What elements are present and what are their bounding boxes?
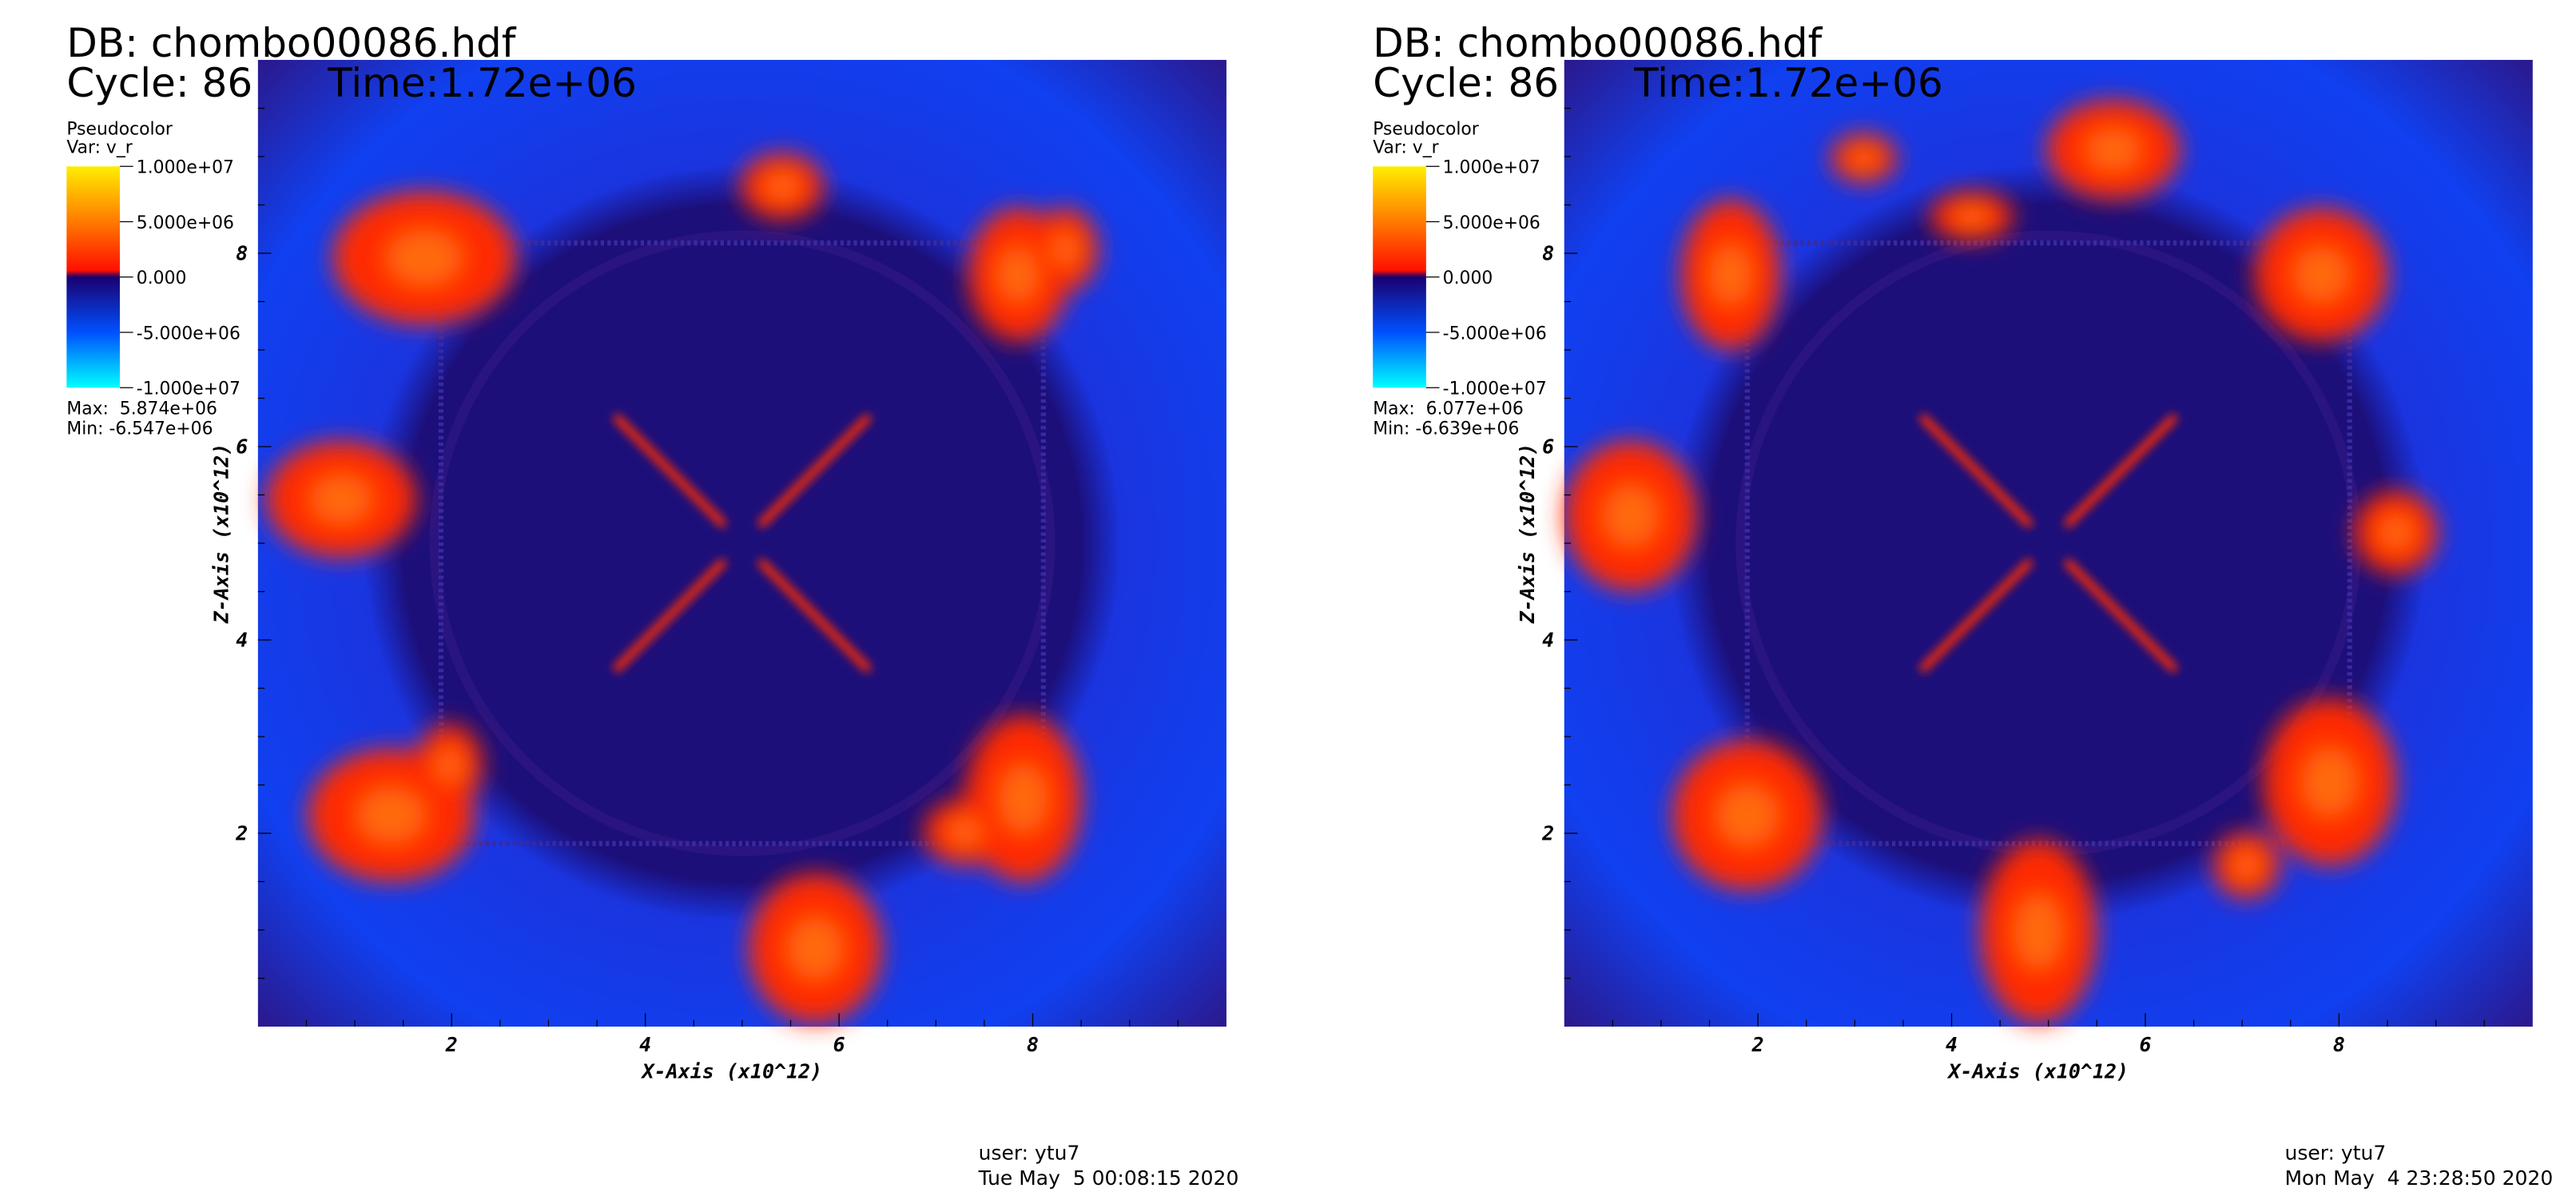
x-tick-label: 4: [1946, 1033, 1958, 1056]
colorbar-label: -1.000e+07: [1443, 379, 1547, 399]
x-tick-label: 4: [639, 1033, 651, 1056]
jet: [613, 558, 727, 673]
colorbar-label: 5.000e+06: [1443, 213, 1540, 233]
hot-core: [1717, 785, 1778, 845]
legend-plot: Pseudocolor: [66, 120, 173, 140]
hot-core: [388, 231, 461, 285]
hot-core: [948, 818, 982, 845]
hot-core: [998, 248, 1039, 301]
legend-plot: Pseudocolor: [1373, 120, 1479, 140]
x-axis-title: X-Axis (x10^12): [641, 1060, 823, 1083]
jet: [757, 414, 872, 528]
x-tick-label: 2: [1751, 1033, 1764, 1056]
y-axis-title: Z-Axis (x10^12): [1516, 443, 1539, 625]
legend-max: Max: 5.874e+06: [66, 399, 217, 419]
hot-core: [2379, 515, 2413, 550]
hot-core: [2294, 248, 2348, 301]
y-tick-label: 2: [235, 821, 248, 844]
x-tick-label: 6: [2139, 1033, 2151, 1056]
db-title: DB: chombo00086.hdf: [66, 20, 516, 66]
hot-core: [1955, 206, 1989, 227]
legend-min: Min: -6.547e+06: [66, 419, 213, 439]
cycle: Cycle: 86: [66, 60, 252, 106]
hot-core: [1850, 148, 1878, 169]
date: Mon May 4 23:28:50 2020: [2284, 1166, 2553, 1190]
legend-max: Max: 6.077e+06: [1373, 399, 1524, 419]
hot-core: [435, 749, 463, 782]
y-tick-label: 2: [1541, 821, 1554, 844]
y-tick-label: 4: [236, 628, 248, 651]
x-tick-label: 2: [445, 1033, 458, 1056]
user: user: ytu7: [2284, 1142, 2386, 1165]
y-tick-label: 6: [236, 435, 248, 458]
user: user: ytu7: [979, 1142, 1080, 1165]
jet: [1919, 414, 2033, 528]
blobs: [266, 153, 1099, 1023]
center-jets: [1919, 414, 2178, 673]
grid-box: [438, 240, 1046, 847]
y-axis-title: Z-Axis (x10^12): [209, 443, 233, 625]
shell: [429, 230, 1055, 856]
center-jets: [613, 414, 872, 673]
colorbar-label: 5.000e+06: [137, 213, 234, 233]
y-tick-label: 8: [1542, 241, 1554, 264]
panel: 2 4 6 8 8 6 4 2 X-Axis (x10^12) Z-Axis (x10^12) DB…: [66, 20, 1238, 1190]
panel: 2 4 6 8 8 6 4 2 X-Axis (x10^12) Z-Axis (x10^12) DB…: [1373, 20, 2553, 1190]
colorbar-label: -5.000e+06: [1443, 324, 1547, 344]
x-tick-label: 6: [833, 1033, 845, 1056]
cycle: Cycle: 86: [1373, 60, 1559, 106]
hot-core: [1604, 486, 1658, 546]
jet: [1919, 558, 2033, 673]
time: Time:1.72e+06: [1633, 60, 1943, 106]
jet: [2064, 414, 2178, 528]
hot-core: [1051, 232, 1079, 267]
blobs: [1564, 99, 2439, 1023]
colorbar-label: 0.000: [1443, 268, 1493, 288]
hot-core: [1710, 244, 1751, 305]
colorbar-label: 1.000e+07: [137, 158, 234, 178]
date: Tue May 5 00:08:15 2020: [978, 1166, 1239, 1190]
x-tick-label: 8: [1027, 1033, 1039, 1056]
x-tick-label: 8: [2333, 1033, 2345, 1056]
x-axis-title: X-Axis (x10^12): [1946, 1060, 2129, 1083]
colorbar: [1373, 166, 1426, 388]
y-tick-label: 8: [236, 241, 248, 264]
hot-core: [2015, 895, 2062, 969]
hot-core: [2303, 749, 2357, 816]
hot-core: [1000, 765, 1047, 832]
jet: [2064, 558, 2178, 673]
colorbar-label: -5.000e+06: [137, 324, 241, 344]
time: Time:1.72e+06: [327, 60, 637, 106]
legend-var: Var: v_r: [1373, 138, 1438, 158]
hot-core: [311, 475, 372, 522]
y-tick-label: 4: [1542, 628, 1554, 651]
jet: [757, 558, 872, 673]
hot-core: [357, 789, 425, 842]
colorbar-label: -1.000e+07: [137, 379, 241, 399]
jet: [613, 414, 727, 528]
db-title: DB: chombo00086.hdf: [1373, 20, 1823, 66]
y-tick-label: 6: [1542, 435, 1554, 458]
colorbar-label: 0.000: [137, 268, 187, 288]
hot-core: [789, 918, 842, 979]
hot-core: [2086, 129, 2141, 170]
colorbar: [66, 166, 120, 388]
colorbar-label: 1.000e+07: [1443, 158, 1540, 178]
hot-core: [765, 173, 799, 200]
legend-var: Var: v_r: [66, 138, 132, 158]
hot-core: [2232, 852, 2260, 879]
legend-min: Min: -6.639e+06: [1373, 419, 1519, 439]
